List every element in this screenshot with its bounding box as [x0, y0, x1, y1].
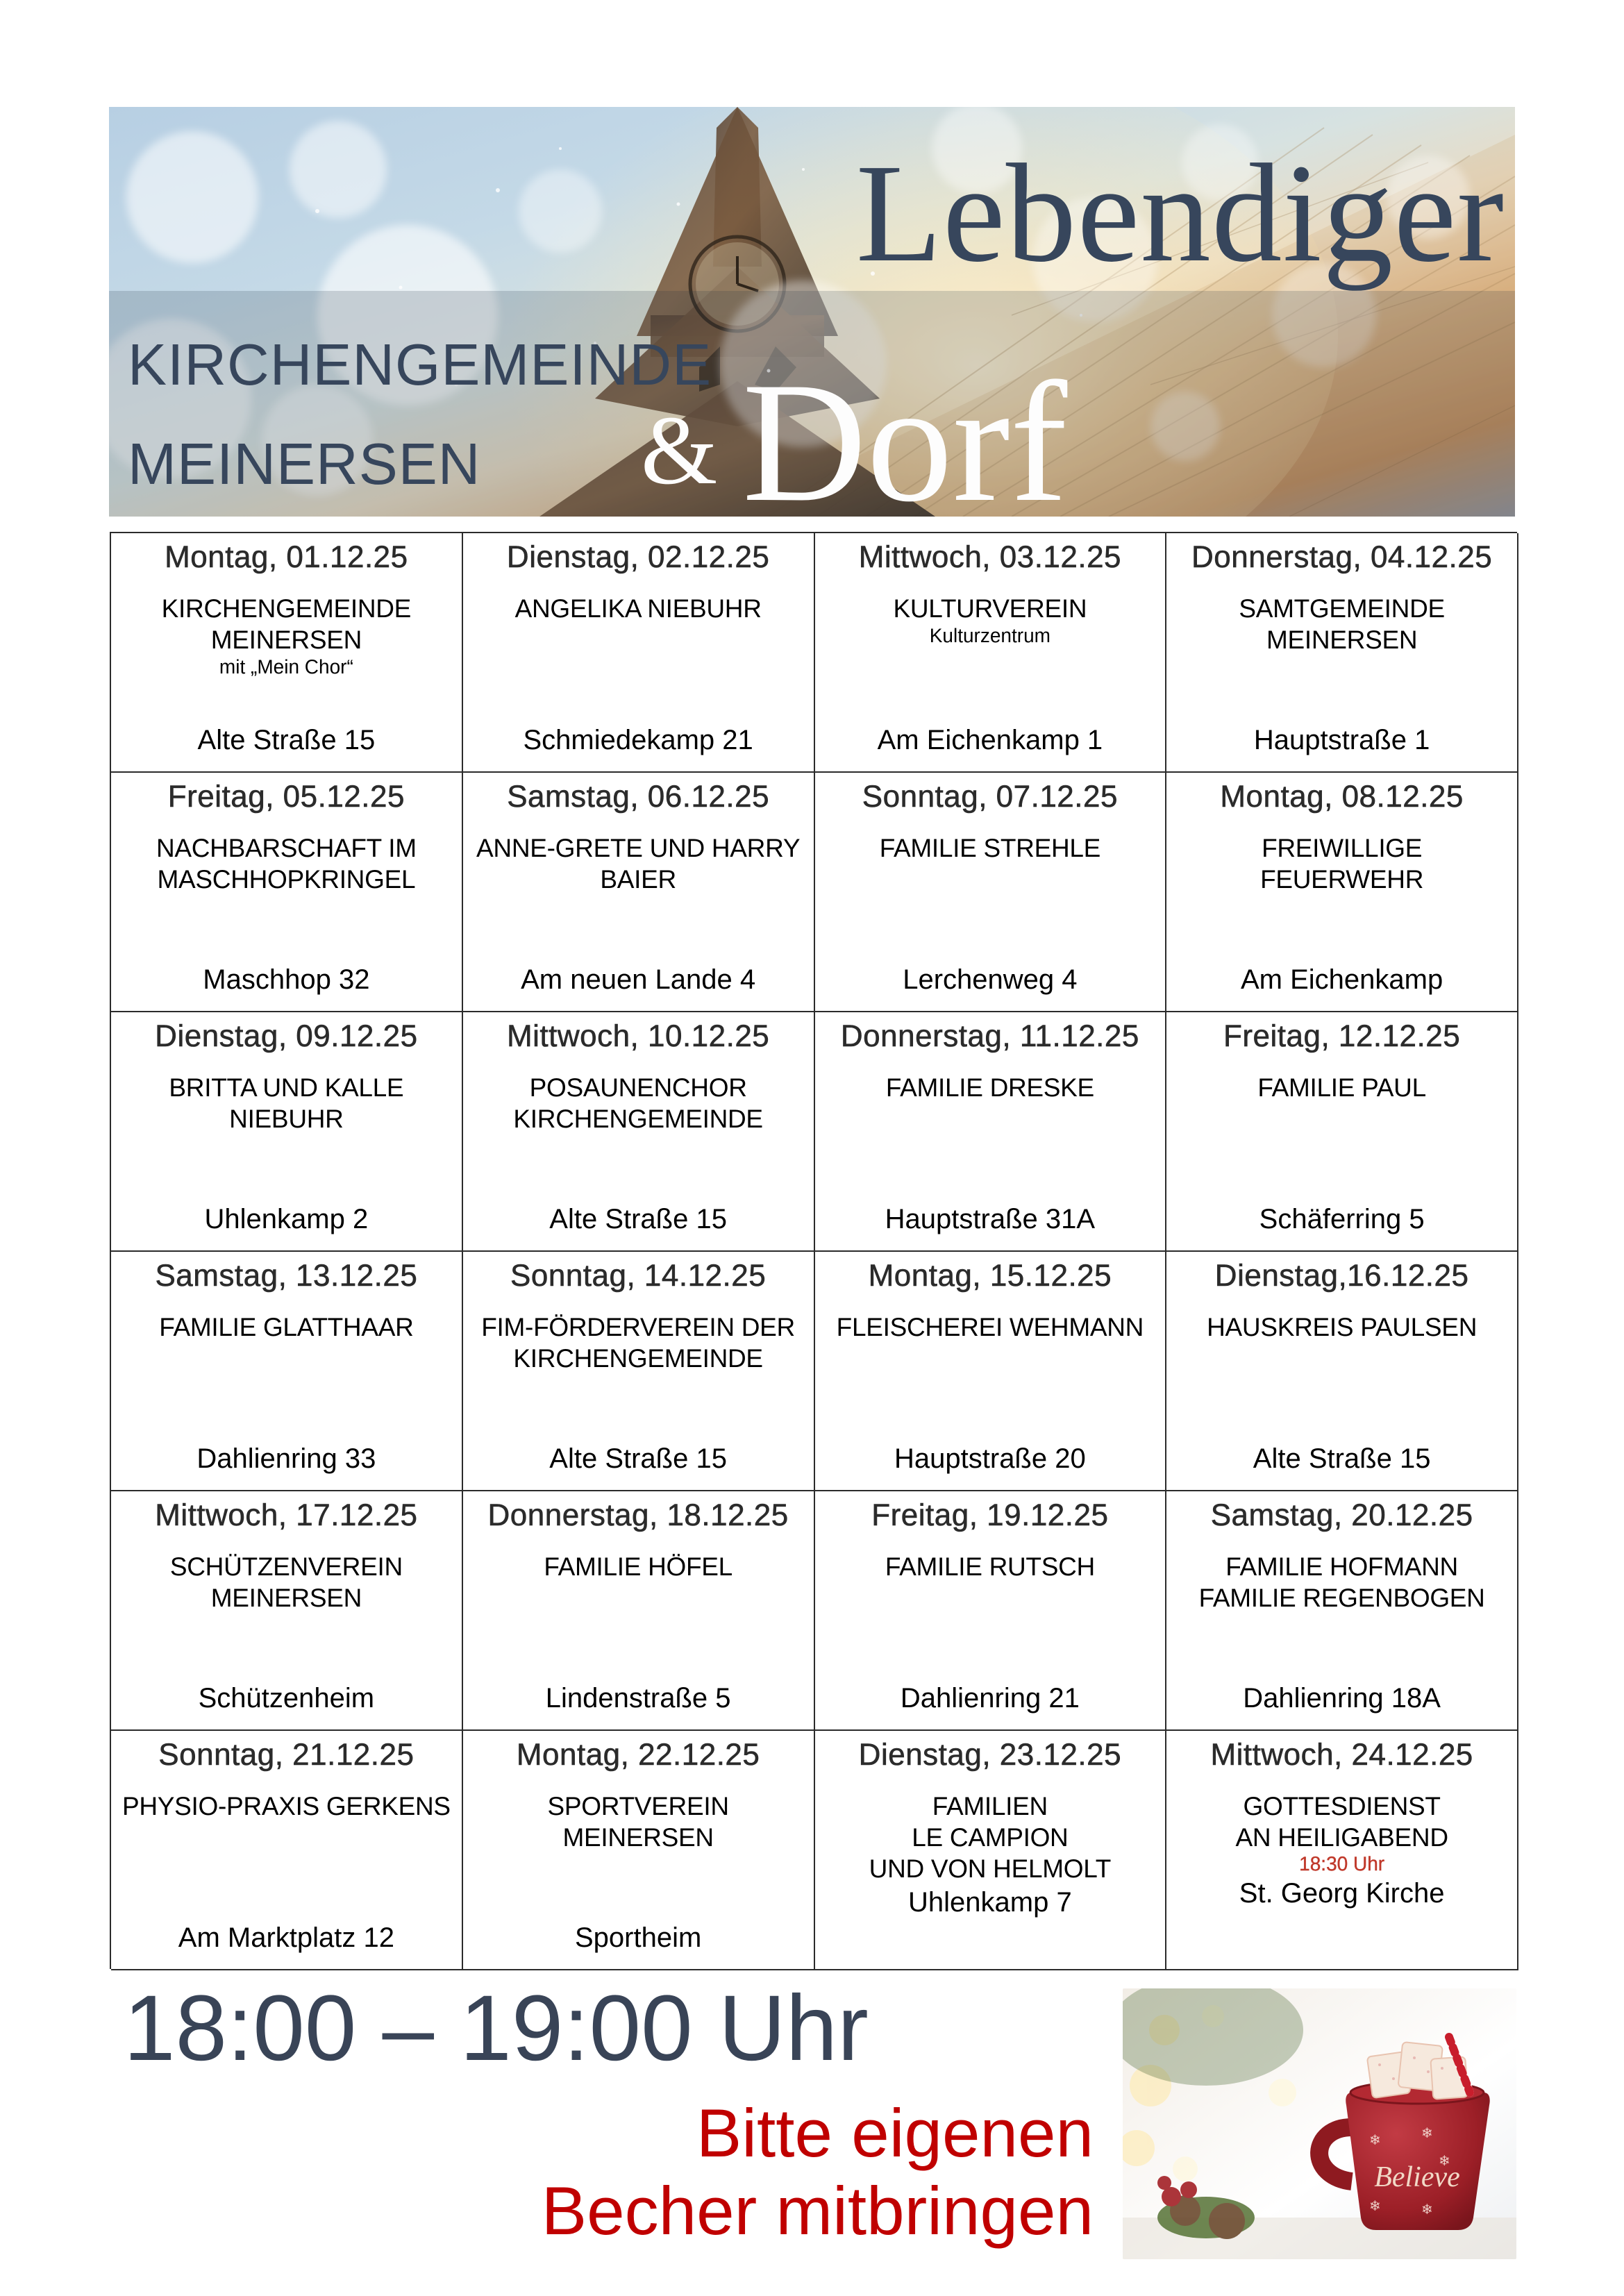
svg-text:❄: ❄	[1421, 2202, 1433, 2218]
svg-text:❄: ❄	[1369, 2133, 1381, 2148]
svg-text:Believe: Believe	[1374, 2161, 1460, 2193]
svg-text:❄: ❄	[1421, 2126, 1433, 2141]
svg-text:❄: ❄	[1369, 2199, 1381, 2214]
